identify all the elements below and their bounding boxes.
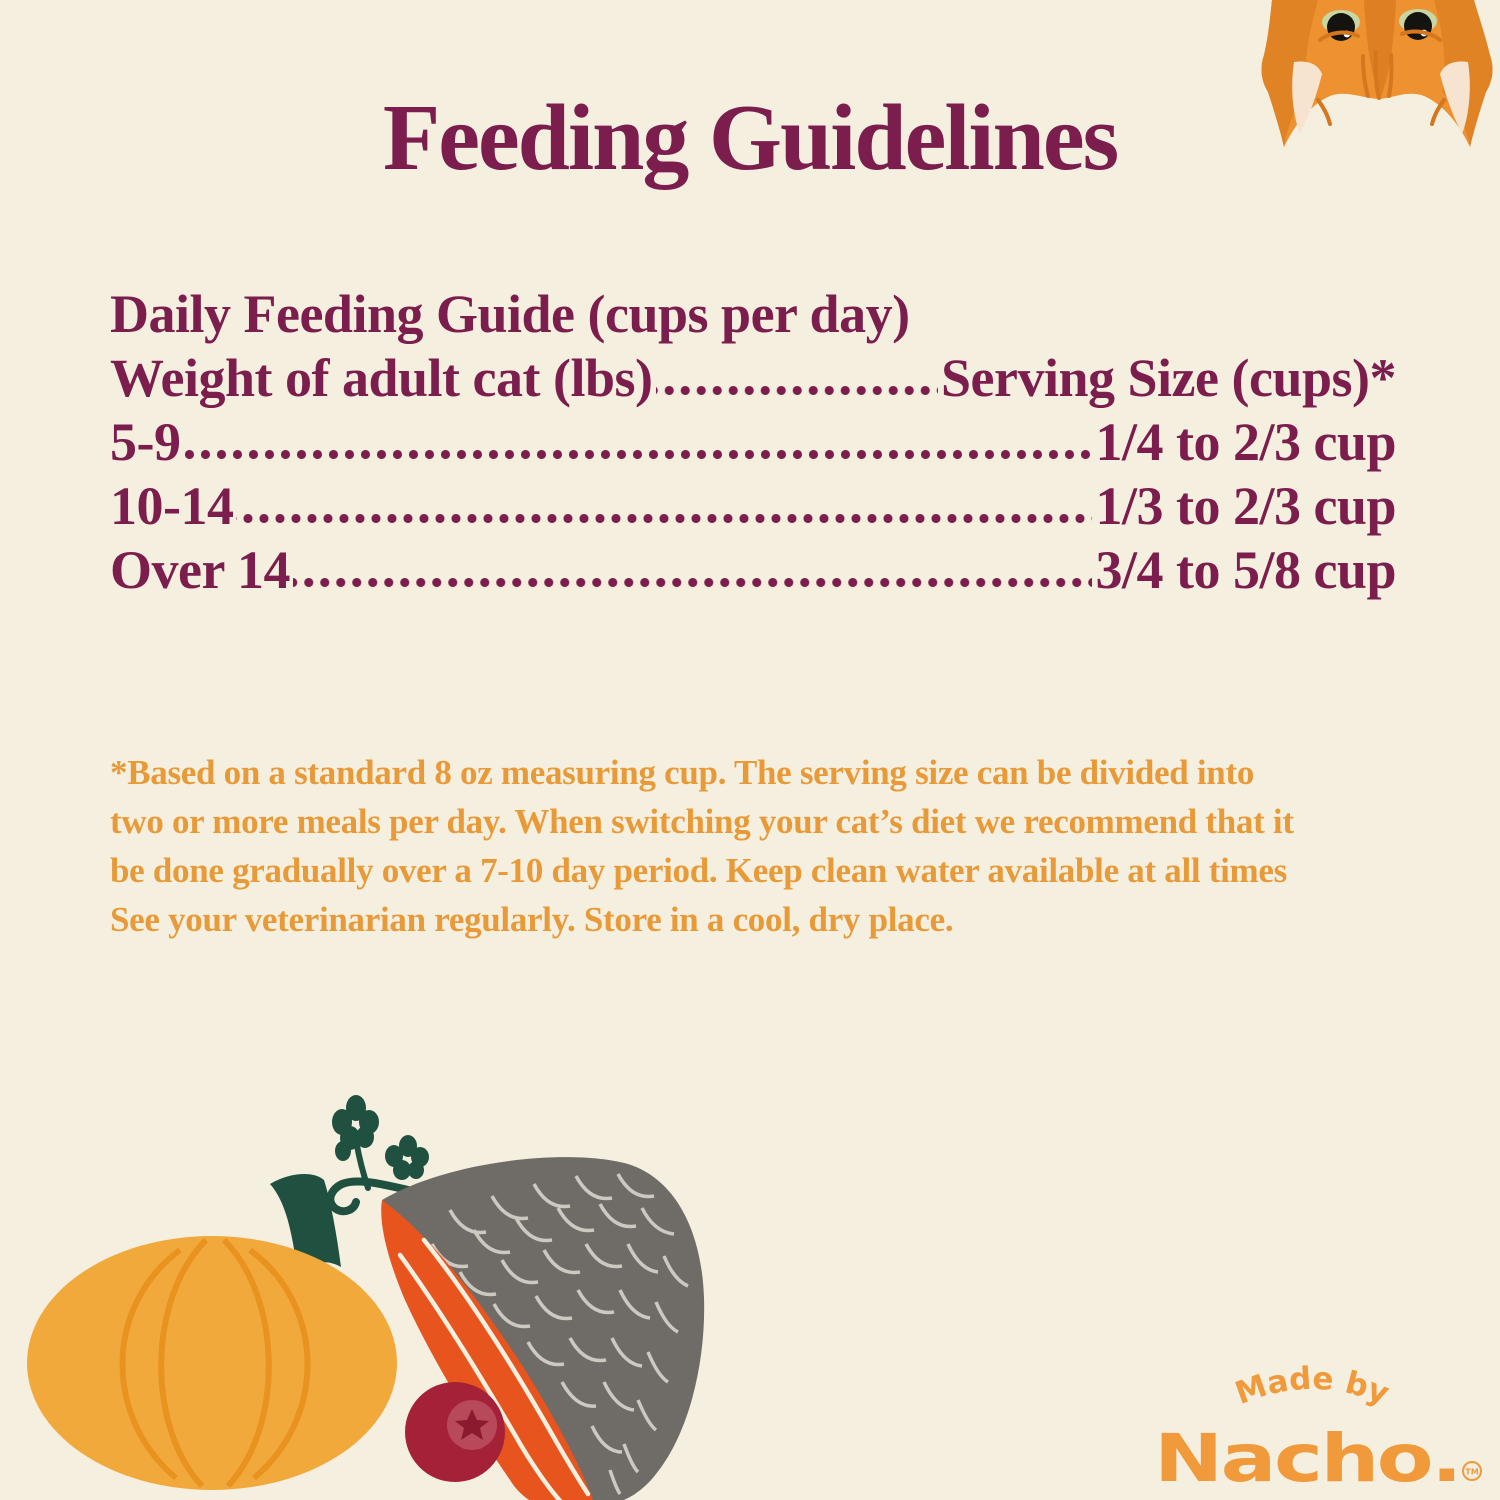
logo-tagline: Made by bbox=[1231, 1361, 1394, 1412]
trademark-symbol: TM bbox=[1465, 1468, 1478, 1477]
pumpkin-icon bbox=[27, 1174, 397, 1490]
svg-text:Made by: Made by bbox=[1231, 1361, 1394, 1412]
cranberry-icon bbox=[405, 1382, 505, 1482]
serving-size: 1/4 to 2/3 cup bbox=[1095, 412, 1396, 472]
footnote-line: be done gradually over a 7-10 day period… bbox=[110, 851, 1287, 890]
footnote-line: two or more meals per day. When switchin… bbox=[110, 802, 1294, 841]
cat-face-icon bbox=[1261, 0, 1493, 147]
feeding-table: Daily Feeding Guide (cups per day) Weigh… bbox=[110, 282, 1397, 602]
footnote: *Based on a standard 8 oz measuring cup.… bbox=[110, 748, 1410, 944]
produce-illustration bbox=[27, 1095, 705, 1500]
dot-leader bbox=[236, 513, 1093, 524]
footnote-line: See your veterinarian regularly. Store i… bbox=[110, 900, 954, 939]
table-row: Over 14 3/4 to 5/8 cup bbox=[110, 538, 1396, 602]
dot-leader bbox=[655, 385, 938, 396]
serving-size: 1/3 to 2/3 cup bbox=[1095, 476, 1396, 536]
dot-leader bbox=[183, 449, 1093, 460]
table-column-headers: Weight of adult cat (lbs) Serving Size (… bbox=[110, 346, 1397, 410]
page-title: Feeding Guidelines bbox=[382, 86, 1119, 190]
footnote-line: *Based on a standard 8 oz measuring cup.… bbox=[110, 753, 1255, 792]
column-serving: Serving Size (cups)* bbox=[941, 348, 1397, 408]
dot-leader bbox=[292, 577, 1093, 588]
serving-size: 3/4 to 5/8 cup bbox=[1095, 540, 1396, 600]
weight-range: Over 14 bbox=[110, 540, 290, 600]
weight-range: 10-14 bbox=[110, 476, 234, 536]
table-row: 5-9 1/4 to 2/3 cup bbox=[110, 410, 1396, 474]
made-by-nacho-logo: Made by Nacho. TM bbox=[1154, 1361, 1482, 1497]
weight-range: 5-9 bbox=[110, 412, 181, 472]
column-weight: Weight of adult cat (lbs) bbox=[110, 348, 653, 408]
table-heading: Daily Feeding Guide (cups per day) bbox=[110, 284, 910, 344]
logo-brand: Nacho. bbox=[1154, 1420, 1460, 1497]
table-row: 10-14 1/3 to 2/3 cup bbox=[110, 474, 1396, 538]
